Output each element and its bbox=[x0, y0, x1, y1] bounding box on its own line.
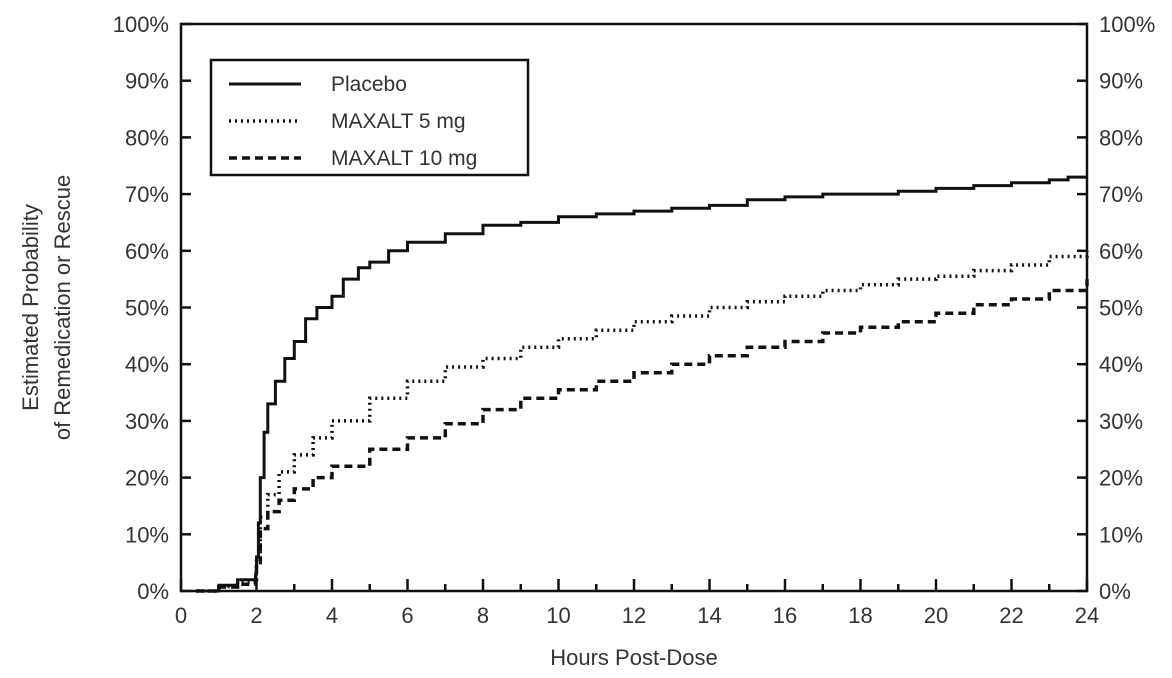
y-tick-label-left: 0% bbox=[137, 579, 169, 604]
y-tick-label-right: 100% bbox=[1099, 12, 1155, 37]
x-tick-label: 4 bbox=[326, 603, 338, 628]
axes-layer: 0% 0% 10% 10% 20% 20% 30% 30% 40% 40% 50% 50% 60% 60%… bbox=[113, 12, 1156, 628]
y-tick-label-right: 30% bbox=[1099, 409, 1143, 434]
y-tick-label-left: 20% bbox=[125, 466, 169, 491]
legend-label-0: Placebo bbox=[331, 73, 407, 96]
x-tick-label: 16 bbox=[773, 603, 797, 628]
x-tick-label: 24 bbox=[1075, 603, 1099, 628]
y-tick-label-right: 70% bbox=[1099, 182, 1143, 207]
legend-label-2: MAXALT 10 mg bbox=[331, 147, 477, 170]
legend: Placebo MAXALT 5 mg MAXALT 10 mg bbox=[209, 58, 530, 177]
y-tick-label-left: 90% bbox=[125, 69, 169, 94]
y-axis-title-line-2: of Remedication or Rescue bbox=[50, 175, 75, 440]
x-tick-label: 6 bbox=[401, 603, 413, 628]
legend-label-1: MAXALT 5 mg bbox=[331, 110, 466, 133]
y-tick-label-right: 20% bbox=[1099, 466, 1143, 491]
y-tick-label-left: 70% bbox=[125, 182, 169, 207]
x-tick-label: 12 bbox=[622, 603, 646, 628]
y-tick-label-left: 100% bbox=[113, 12, 169, 37]
series-line-1 bbox=[196, 250, 1089, 593]
y-tick-label-right: 90% bbox=[1099, 69, 1143, 94]
y-axis-title-line-1: Estimated Probability bbox=[18, 204, 43, 411]
x-tick-label: 14 bbox=[697, 603, 721, 628]
y-tick-label-left: 30% bbox=[125, 409, 169, 434]
y-tick-label-left: 60% bbox=[125, 239, 169, 264]
y-tick-label-right: 80% bbox=[1099, 125, 1143, 150]
series-layer bbox=[196, 175, 1089, 593]
series-line-0 bbox=[196, 175, 1087, 593]
y-tick-label-right: 40% bbox=[1099, 352, 1143, 377]
y-tick-label-left: 40% bbox=[125, 352, 169, 377]
x-tick-label: 20 bbox=[924, 603, 948, 628]
y-tick-label-left: 80% bbox=[125, 125, 169, 150]
y-tick-label-left: 50% bbox=[125, 296, 169, 321]
x-tick-label: 10 bbox=[546, 603, 570, 628]
x-tick-label: 0 bbox=[175, 603, 187, 628]
x-tick-label: 2 bbox=[250, 603, 262, 628]
x-tick-label: 22 bbox=[999, 603, 1023, 628]
y-tick-label-right: 60% bbox=[1099, 239, 1143, 264]
x-tick-label: 8 bbox=[477, 603, 489, 628]
legend-box bbox=[209, 58, 530, 177]
y-tick-label-left: 10% bbox=[125, 522, 169, 547]
x-axis-title: Hours Post-Dose bbox=[550, 645, 718, 670]
y-tick-label-right: 10% bbox=[1099, 522, 1143, 547]
x-tick-label: 18 bbox=[848, 603, 872, 628]
y-tick-label-right: 0% bbox=[1099, 579, 1131, 604]
series-line-2 bbox=[196, 279, 1089, 593]
y-tick-label-right: 50% bbox=[1099, 296, 1143, 321]
